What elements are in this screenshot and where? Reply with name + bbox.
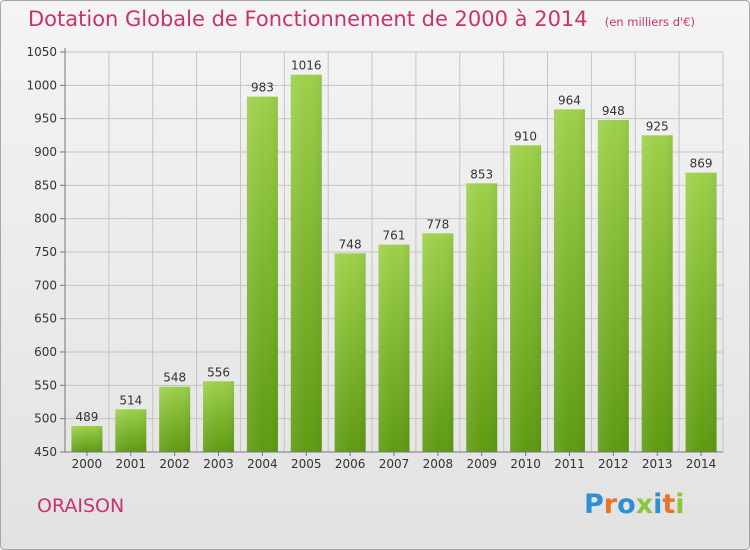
x-tick-label: 2007 xyxy=(379,457,410,471)
y-tick-label: 1050 xyxy=(26,45,57,59)
x-tick-label: 2014 xyxy=(686,457,717,471)
bar-shine xyxy=(378,244,410,452)
x-tick-label: 2002 xyxy=(159,457,190,471)
bars-layer: 489 514 548 556 983 1016 748 761 778 853 910 964 948… xyxy=(71,59,717,453)
y-tick-label: 1000 xyxy=(26,78,57,92)
bar-shine xyxy=(641,135,673,453)
x-tick-label: 2000 xyxy=(72,457,103,471)
y-tick-label: 800 xyxy=(34,212,57,226)
axes-layer: 450 500 550 600 650 700 750 800 850 900 950 1000 105… xyxy=(26,45,723,471)
x-tick-label: 2003 xyxy=(203,457,234,471)
y-tick-label: 500 xyxy=(34,412,57,426)
x-tick-label: 2009 xyxy=(466,457,497,471)
y-tick-label: 550 xyxy=(34,378,57,392)
logo-letter: i xyxy=(653,489,663,520)
y-tick-label: 650 xyxy=(34,312,57,326)
x-tick-label: 2013 xyxy=(642,457,673,471)
bar-value-label: 556 xyxy=(207,365,230,379)
logo-letter: o xyxy=(617,489,636,520)
y-tick-label: 750 xyxy=(34,245,57,259)
bar-value-label: 778 xyxy=(426,217,449,231)
bar-shine xyxy=(290,74,322,453)
y-tick-label: 950 xyxy=(34,112,57,126)
bar-value-label: 910 xyxy=(514,129,537,143)
bar-shine xyxy=(510,145,542,453)
bar-shine xyxy=(71,426,103,452)
bar-value-label: 983 xyxy=(251,81,274,95)
bar-value-label: 548 xyxy=(163,371,186,385)
bar-shine xyxy=(422,233,454,452)
bar-value-label: 761 xyxy=(383,229,406,243)
y-tick-label: 600 xyxy=(34,345,57,359)
y-tick-label: 450 xyxy=(34,445,57,459)
logo-letter: r xyxy=(603,489,618,520)
commune-name: ORAISON xyxy=(37,495,125,517)
x-tick-label: 2010 xyxy=(510,457,541,471)
bar-value-label: 489 xyxy=(75,410,98,424)
logo-letter: P xyxy=(584,489,604,520)
logo-letter: t xyxy=(662,489,676,520)
bar-value-label: 748 xyxy=(339,237,362,251)
bar-shine xyxy=(159,386,191,452)
x-tick-label: 2004 xyxy=(247,457,278,471)
logo-letter: i xyxy=(675,489,685,520)
bar-value-label: 853 xyxy=(470,167,493,181)
bar-shine xyxy=(203,381,235,452)
bar-shine xyxy=(334,253,366,452)
chart-title: Dotation Globale de Fonctionnement de 20… xyxy=(28,7,588,31)
bar-value-label: 948 xyxy=(602,104,625,118)
x-tick-label: 2005 xyxy=(291,457,322,471)
x-tick-label: 2012 xyxy=(598,457,629,471)
bar-shine xyxy=(246,96,278,453)
bar-shine xyxy=(115,409,147,452)
bar-shine xyxy=(685,172,717,452)
x-tick-label: 2001 xyxy=(116,457,147,471)
y-tick-label: 900 xyxy=(34,145,57,159)
y-tick-label: 850 xyxy=(34,178,57,192)
y-tick-label: 700 xyxy=(34,278,57,292)
bar-shine xyxy=(553,109,585,452)
logo-letter: x xyxy=(635,489,654,520)
x-tick-label: 2006 xyxy=(335,457,366,471)
title-row: Dotation Globale de Fonctionnement de 20… xyxy=(28,7,695,31)
bar-value-label: 514 xyxy=(119,393,142,407)
bar-value-label: 869 xyxy=(690,157,713,171)
x-tick-label: 2008 xyxy=(423,457,454,471)
bar-shine xyxy=(466,183,498,453)
bar-value-label: 1016 xyxy=(291,59,322,73)
proxiti-logo[interactable]: Proxiti xyxy=(584,489,685,520)
x-tick-label: 2011 xyxy=(554,457,585,471)
bar-value-label: 925 xyxy=(646,119,669,133)
bar-value-label: 964 xyxy=(558,93,581,107)
chart-subtitle: (en milliers d'€) xyxy=(604,15,695,29)
bar-shine xyxy=(597,120,629,452)
